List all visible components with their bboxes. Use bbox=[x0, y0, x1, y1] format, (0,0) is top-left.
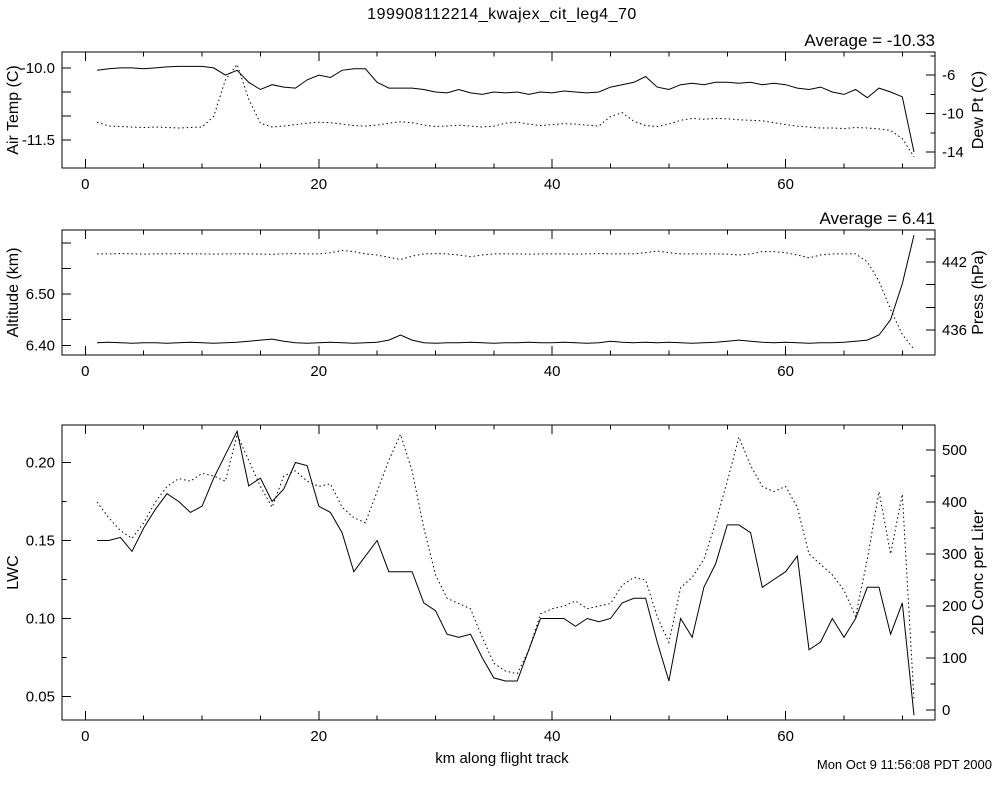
timestamp: Mon Oct 9 11:56:08 PDT 2000 bbox=[816, 757, 992, 772]
x-tick-label: 40 bbox=[544, 363, 561, 380]
x-tick-label: 0 bbox=[81, 176, 89, 193]
x-tick-label: 40 bbox=[544, 728, 561, 745]
altitude-pressure-panel: 0 20 40 60 6.40 6.50 436 442 Altitude (km) Press … bbox=[5, 209, 987, 380]
lwc-2dconc-frame bbox=[61, 424, 936, 721]
lwc-2dconc-panel: 0 20 40 60 0.05 0.10 0.15 0.20 0 100 200 300 400 500 L… bbox=[5, 424, 987, 745]
x-tick-label: 60 bbox=[777, 728, 794, 745]
air-temp-line bbox=[96, 65, 915, 153]
air-temp-dewpoint-frame bbox=[61, 51, 936, 169]
left-tick-label: 0.05 bbox=[26, 689, 55, 706]
right-tick-label: 200 bbox=[942, 598, 967, 615]
left-tick-label: -11.5 bbox=[22, 132, 55, 149]
dew-point-line bbox=[96, 63, 915, 158]
left-tick-label: 6.50 bbox=[26, 286, 55, 303]
pressure-line bbox=[97, 249, 915, 350]
right-tick-label: -6 bbox=[942, 67, 955, 84]
left-axis-title: LWC bbox=[5, 555, 22, 589]
left-tick-label: 0.20 bbox=[26, 454, 55, 471]
right-tick-label: 436 bbox=[942, 322, 967, 339]
x-tick-label: 40 bbox=[544, 176, 561, 193]
x-tick-label: 20 bbox=[310, 363, 327, 380]
altitude-pressure-average-annotation: Average = 6.41 bbox=[820, 209, 935, 228]
right-tick-label: 500 bbox=[942, 442, 967, 459]
right-tick-label: 400 bbox=[942, 494, 967, 511]
right-tick-label: -10 bbox=[942, 106, 964, 123]
right-tick-label: 0 bbox=[942, 702, 950, 719]
x-axis-label: km along flight track bbox=[435, 750, 569, 767]
altitude-pressure-frame bbox=[61, 229, 936, 356]
x-tick-label: 60 bbox=[777, 363, 794, 380]
lwc-line bbox=[97, 429, 915, 716]
x-tick-label: 20 bbox=[310, 728, 327, 745]
left-tick-label: 0.15 bbox=[26, 533, 55, 550]
left-axis-title: Air Temp (C) bbox=[5, 65, 22, 155]
figure-title: 199908112214_kwajex_cit_leg4_70 bbox=[367, 6, 637, 23]
right-axis-title: Press (hPa) bbox=[970, 250, 987, 334]
left-tick-label: 0.10 bbox=[26, 611, 55, 628]
right-tick-label: 300 bbox=[942, 546, 967, 563]
right-tick-label: 442 bbox=[942, 254, 967, 271]
right-tick-label: 100 bbox=[942, 650, 967, 667]
x-tick-label: 0 bbox=[81, 728, 89, 745]
left-axis-title: Altitude (km) bbox=[5, 248, 22, 338]
altitude-line bbox=[96, 234, 915, 344]
x-tick-label: 0 bbox=[81, 363, 89, 380]
x-tick-label: 20 bbox=[310, 176, 327, 193]
conc-2d-line bbox=[96, 432, 915, 700]
left-tick-label: -10.0 bbox=[21, 60, 55, 77]
air-temp-dewpoint-average-annotation: Average = -10.33 bbox=[804, 31, 935, 50]
left-tick-label: 6.40 bbox=[26, 337, 55, 354]
right-tick-label: -14 bbox=[942, 144, 964, 161]
right-axis-title: 2D Conc per Liter bbox=[970, 509, 987, 635]
right-axis-title: Dew Pt (C) bbox=[970, 71, 987, 149]
x-tick-label: 60 bbox=[777, 176, 794, 193]
air-temp-dewpoint-panel: 0 20 40 60 -11.5 -10.0 -14 -10 -6 Air Temp (C) Dew… bbox=[5, 31, 987, 193]
